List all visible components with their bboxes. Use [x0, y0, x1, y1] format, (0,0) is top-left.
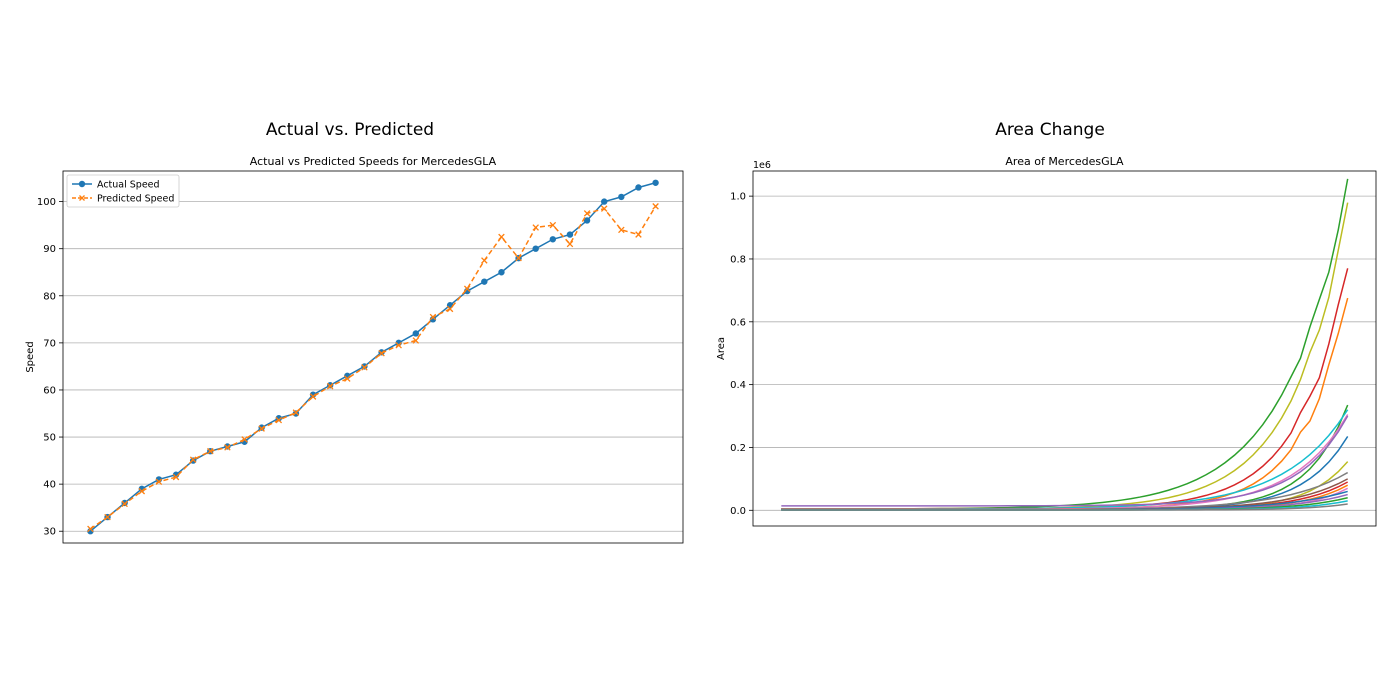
predicted-speed-point: [378, 349, 385, 357]
area-series-line: [781, 404, 1349, 511]
predicted-speed-point: [258, 425, 265, 432]
area-series-line: [781, 202, 1349, 511]
area-chart-title: Area of MercedesGLA: [1005, 155, 1124, 168]
predicted-speed-point: [395, 341, 402, 349]
area-series-line: [781, 414, 1349, 511]
speed-chart: Actual vs Predicted Speeds for MercedesG…: [25, 155, 684, 544]
actual-speed-point: [258, 424, 265, 431]
predicted-speed-point: [412, 337, 420, 344]
actual-speed-point: [378, 349, 385, 356]
speed-plot-frame: [62, 170, 684, 544]
actual-speed-point: [566, 231, 574, 238]
speed-panel-title: Actual vs. Predicted: [265, 120, 435, 140]
speed-legend-label: Actual Speed: [97, 180, 160, 191]
predicted-speed-point: [172, 473, 180, 481]
actual-speed-point: [601, 198, 608, 205]
area-y-tick-label: 1.0: [730, 192, 746, 203]
actual-speed-point: [652, 179, 659, 186]
predicted-speed-point: [292, 409, 300, 416]
actual-speed-point: [532, 245, 539, 252]
area-series-line: [781, 178, 1349, 510]
predicted-speed-line: [89, 205, 657, 530]
predicted-speed-point: [344, 375, 351, 382]
predicted-speed-point: [224, 444, 231, 451]
speed-y-tick-label: 40: [43, 480, 56, 491]
predicted-speed-point: [618, 226, 625, 234]
speed-panel: Actual vs. Predicted Actual vs Predicted…: [25, 120, 684, 544]
predicted-speed-point: [549, 221, 557, 229]
area-panel-title: Area Change: [995, 120, 1105, 140]
area-chart: Area of MercedesGLA 1e6 0.0 0.2 0.4 0.6 0.8 1.0…: [716, 155, 1377, 527]
predicted-speed-point: [515, 254, 522, 262]
predicted-speed-point: [532, 224, 539, 231]
predicted-speed-point: [309, 393, 317, 400]
actual-speed-point: [275, 415, 283, 422]
speed-legend-marker: [79, 195, 85, 201]
speed-chart-title: Actual vs Predicted Speeds for MercedesG…: [250, 155, 497, 168]
predicted-speed-point: [429, 313, 437, 321]
area-series-line: [781, 268, 1349, 510]
area-series-line: [781, 503, 1348, 511]
predicted-speed-point: [275, 416, 283, 424]
predicted-speed-point: [207, 447, 214, 455]
area-y-tick-label: 0.2: [730, 443, 746, 454]
area-offset-label: 1e6: [753, 160, 771, 171]
predicted-speed-point: [104, 513, 111, 521]
area-y-tick-label: 0.4: [730, 380, 746, 391]
speed-y-tick-label: 50: [43, 433, 56, 444]
speed-y-tick-label: 100: [37, 197, 56, 208]
actual-speed-point: [618, 193, 625, 201]
actual-speed-point: [583, 217, 591, 224]
predicted-speed-point: [87, 525, 94, 533]
predicted-speed-point: [600, 205, 608, 212]
area-panel: Area Change Area of MercedesGLA 1e6 0.0 0.2…: [700, 0, 1400, 700]
predicted-speed-point: [189, 456, 197, 463]
speed-legend: Actual Speed Predicted Speed: [66, 174, 180, 208]
actual-speed-point: [412, 330, 420, 337]
area-y-tick-label: 0.0: [730, 506, 746, 517]
predicted-speed-point: [463, 285, 471, 292]
predicted-speed-point: [498, 233, 505, 241]
area-y-tick-label: 0.6: [730, 317, 746, 328]
actual-speed-point: [498, 269, 505, 276]
area-plot-frame: [752, 170, 1377, 527]
area-y-tick-label: 0.8: [730, 254, 746, 265]
speed-y-tick-label: 80: [43, 291, 56, 302]
speed-y-tick-label: 90: [43, 244, 56, 255]
area-series-line: [781, 415, 1349, 507]
predicted-speed-point: [241, 436, 248, 443]
predicted-speed-point: [583, 210, 591, 217]
predicted-speed-point: [155, 478, 163, 486]
predicted-speed-point: [361, 364, 368, 371]
predicted-speed-point: [566, 240, 574, 248]
predicted-speed-point: [446, 305, 454, 313]
actual-speed-point: [549, 236, 557, 243]
speed-legend-box: [66, 174, 180, 208]
speed-y-tick-label: 70: [43, 338, 56, 349]
predicted-speed-point: [121, 500, 128, 508]
speed-y-axis-label: Speed: [25, 341, 36, 372]
predicted-speed-point: [326, 382, 334, 390]
speed-y-tick-label: 30: [43, 527, 56, 538]
predicted-speed-point: [481, 257, 488, 264]
area-series-line: [781, 297, 1349, 510]
predicted-speed-point: [652, 203, 659, 210]
speed-legend-label: Predicted Speed: [97, 194, 174, 205]
actual-speed-point: [635, 184, 642, 191]
predicted-speed-point: [635, 231, 642, 238]
speed-legend-marker: [78, 180, 86, 188]
area-y-axis-label: Area: [716, 337, 727, 360]
predicted-speed-point: [138, 487, 146, 495]
actual-speed-point: [481, 278, 488, 285]
speed-y-tick-label: 60: [43, 385, 56, 396]
